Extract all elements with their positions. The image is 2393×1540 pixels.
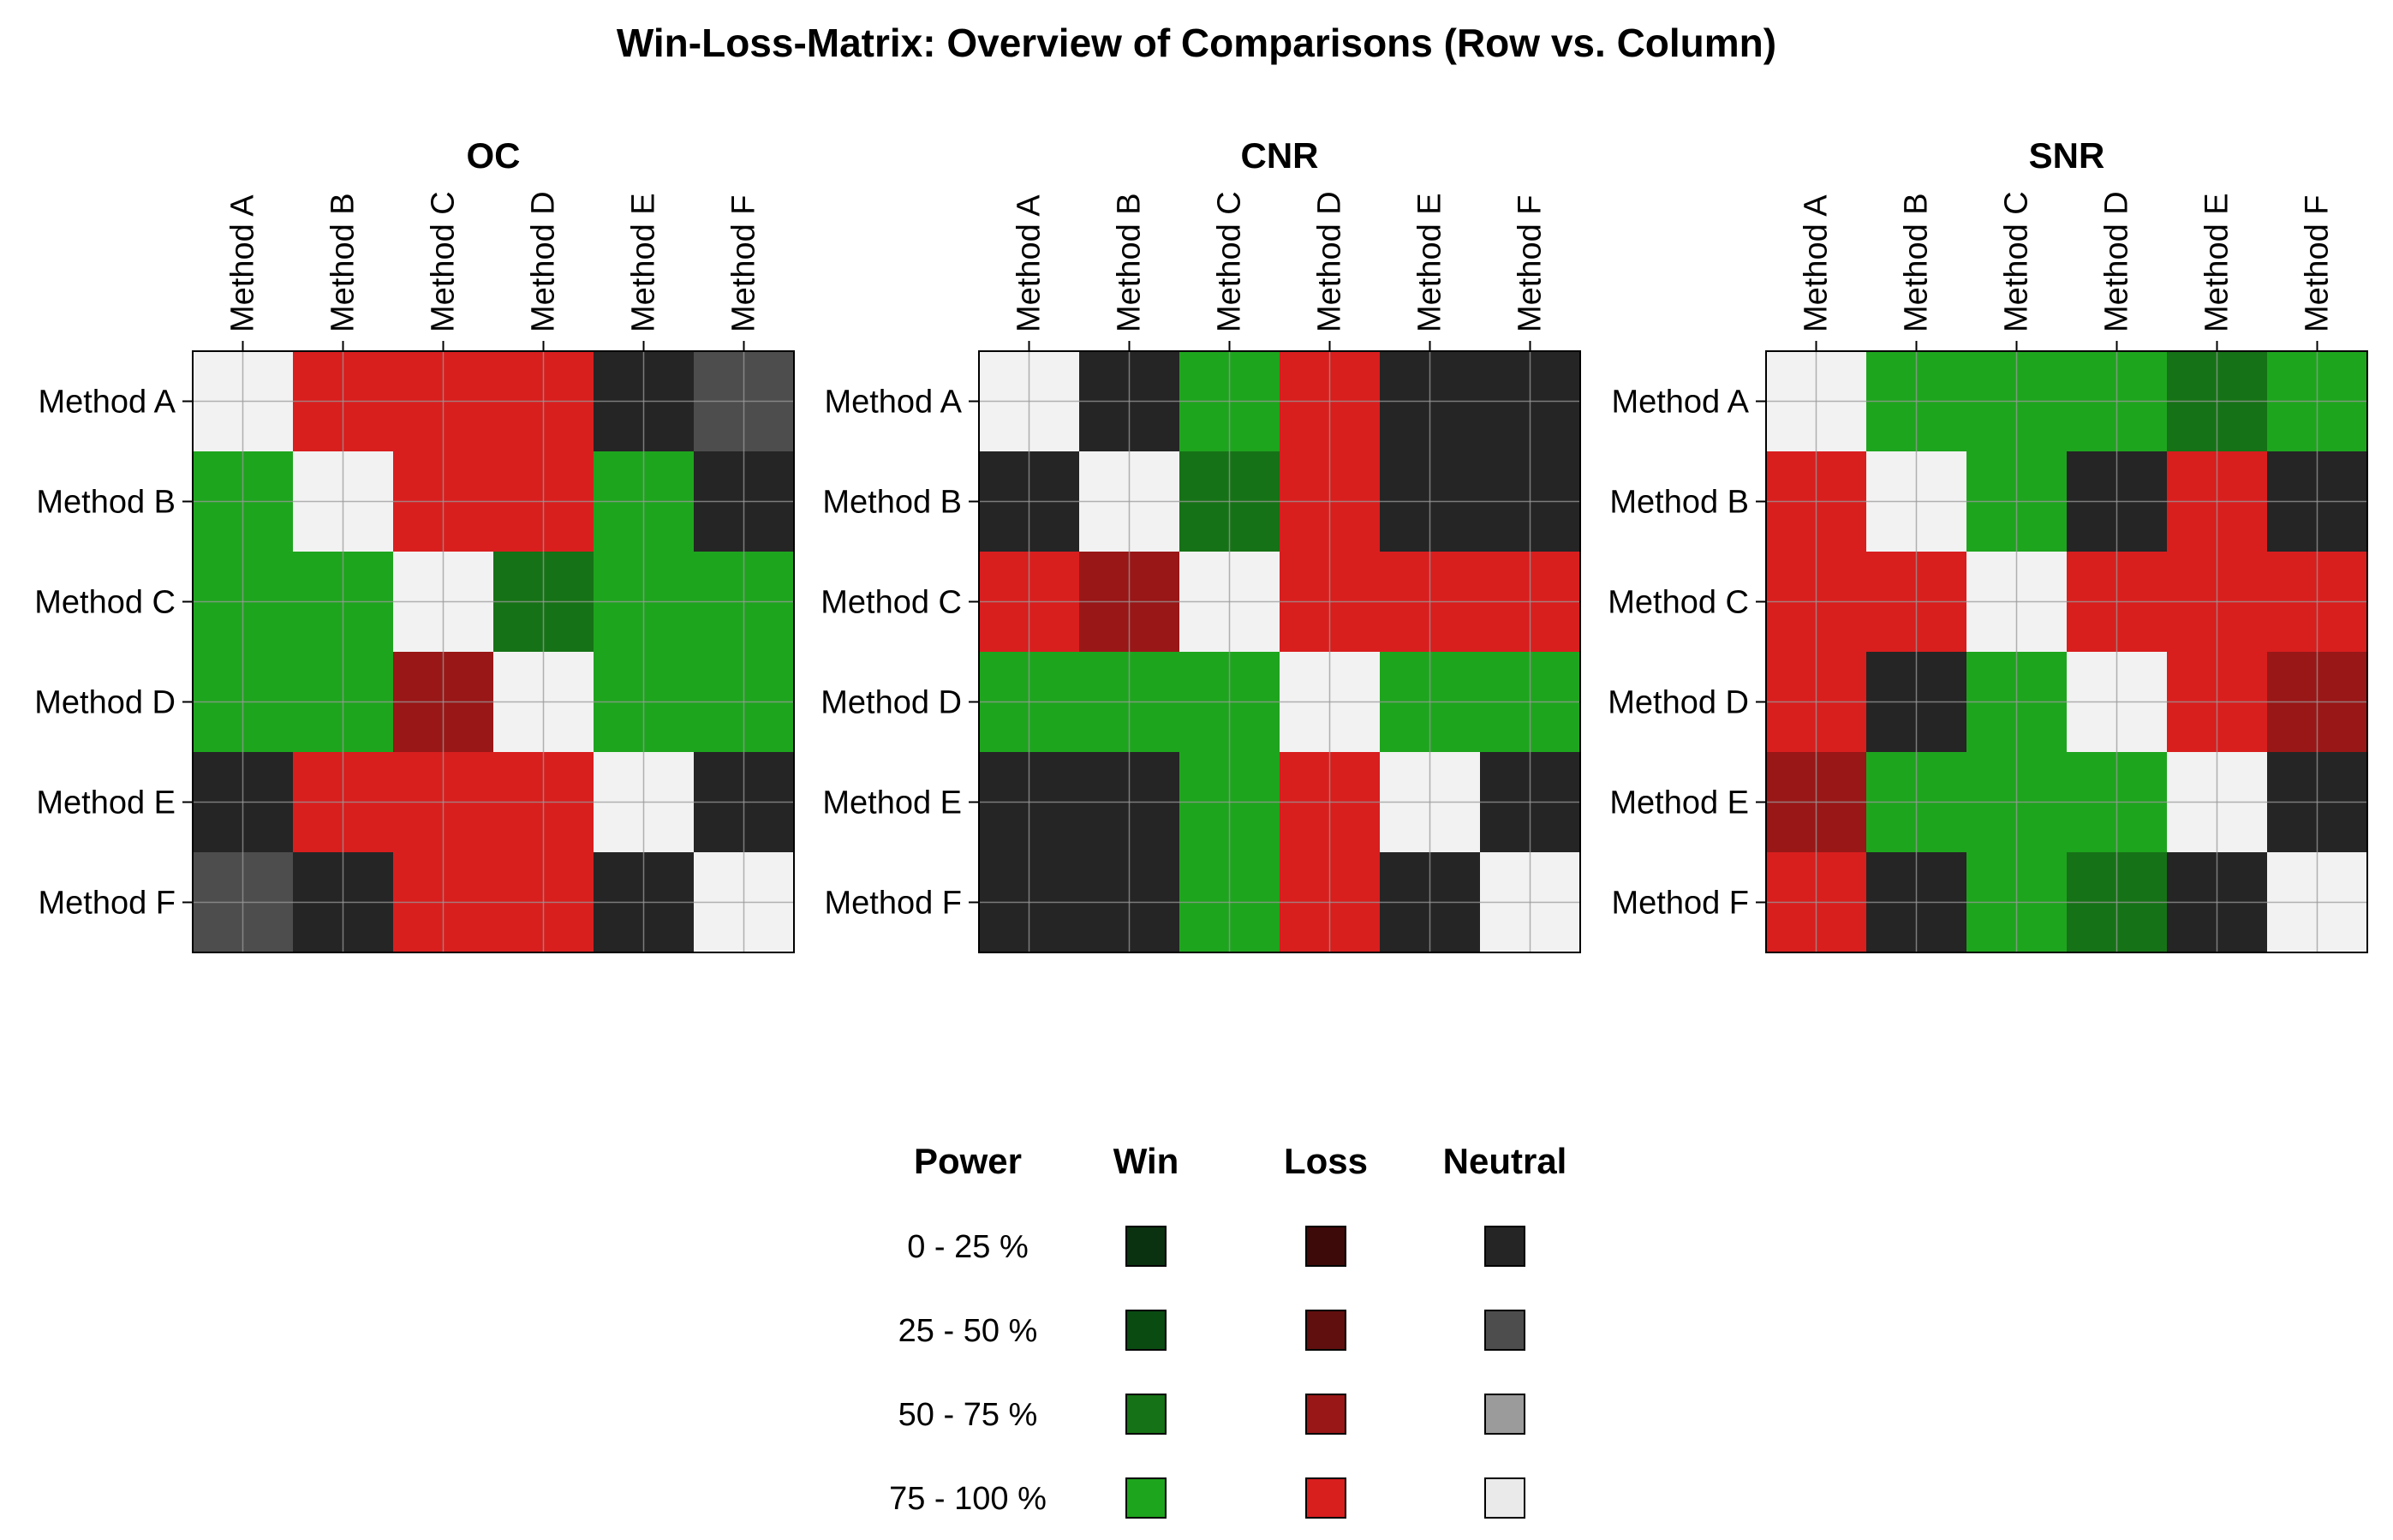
row-tick-label: Method A (1611, 385, 1749, 421)
legend-swatch-neutral (1484, 1477, 1525, 1519)
legend-swatch-loss (1305, 1394, 1346, 1435)
row-tick-label: Method B (1609, 485, 1749, 521)
row-tick-label: Method D (1608, 685, 1749, 721)
column-tick-label: Method C (1999, 191, 2035, 332)
legend-power-label: 50 - 75 % (898, 1397, 1038, 1433)
row-tick-label: Method B (822, 485, 962, 521)
row-tick-label: Method C (34, 585, 176, 621)
column-tick-label: Method F (1513, 194, 1549, 332)
column-tick-label: Method E (2199, 193, 2235, 332)
legend-swatch-win (1125, 1226, 1167, 1267)
row-tick-label: Method A (38, 385, 176, 421)
legend-power-label: 0 - 25 % (907, 1229, 1029, 1265)
column-tick-label: Method E (626, 193, 662, 332)
heatmap-panel-cnr: Method A Method A Method B Method B Method C… (821, 135, 1581, 953)
legend-swatch-win (1125, 1310, 1167, 1351)
heatmap-frame (978, 350, 1581, 953)
legend: Power Win Loss Neutral 0 - 25 % 25 - 50 % 50 -… (889, 1141, 1567, 1519)
heatmap-frame (192, 350, 795, 953)
panel-title: CNR (1241, 135, 1319, 176)
column-tick-label: Method D (526, 191, 562, 332)
row-tick-label: Method E (1609, 785, 1749, 821)
row-tick-label: Method C (821, 585, 962, 621)
legend-header: Win (1113, 1141, 1179, 1181)
heatmap-panels: Method A Method A Method B Method B Method C… (34, 135, 2368, 953)
legend-swatch-win (1125, 1477, 1167, 1519)
column-tick-label: Method B (1899, 193, 1935, 332)
heatmap-frame (1765, 350, 2368, 953)
column-tick-label: Method A (1012, 194, 1047, 332)
legend-swatch-loss (1305, 1226, 1346, 1267)
column-tick-label: Method D (2099, 191, 2135, 332)
column-tick-label: Method E (1412, 193, 1448, 332)
column-tick-label: Method C (426, 191, 462, 332)
column-tick-label: Method C (1212, 191, 1248, 332)
column-tick-label: Method A (1799, 194, 1835, 332)
panel-title: SNR (2029, 135, 2105, 176)
panel-title: OC (467, 135, 521, 176)
row-tick-label: Method F (38, 886, 176, 922)
legend-swatch-win (1125, 1394, 1167, 1435)
column-tick-label: Method F (726, 194, 762, 332)
column-tick-label: Method D (1312, 191, 1348, 332)
row-tick-label: Method C (1608, 585, 1749, 621)
column-tick-label: Method F (2300, 194, 2336, 332)
row-tick-label: Method A (824, 385, 962, 421)
chart-title: Win-Loss-Matrix: Overview of Comparisons… (617, 21, 1776, 65)
legend-swatch-loss (1305, 1477, 1346, 1519)
legend-power-label: 25 - 50 % (898, 1313, 1038, 1349)
legend-header: Neutral (1443, 1141, 1567, 1181)
legend-power-label: 75 - 100 % (889, 1481, 1047, 1517)
row-tick-label: Method D (34, 685, 176, 721)
row-tick-label: Method E (36, 785, 176, 821)
column-tick-label: Method B (325, 193, 361, 332)
legend-swatch-loss (1305, 1310, 1346, 1351)
legend-swatch-neutral (1484, 1226, 1525, 1267)
row-tick-label: Method B (36, 485, 176, 521)
heatmap-panel-snr: Method A Method A Method B Method B Method C… (1608, 135, 2368, 953)
row-tick-label: Method D (821, 685, 962, 721)
row-tick-label: Method E (822, 785, 962, 821)
row-tick-label: Method F (1611, 886, 1749, 922)
legend-swatch-neutral (1484, 1394, 1525, 1435)
legend-swatch-neutral (1484, 1310, 1525, 1351)
row-tick-label: Method F (824, 886, 962, 922)
legend-header: Loss (1284, 1141, 1368, 1181)
legend-header: Power (914, 1141, 1022, 1181)
column-tick-label: Method B (1112, 193, 1148, 332)
heatmap-panel-oc: Method A Method A Method B Method B Method C… (34, 135, 795, 953)
column-tick-label: Method A (225, 194, 261, 332)
